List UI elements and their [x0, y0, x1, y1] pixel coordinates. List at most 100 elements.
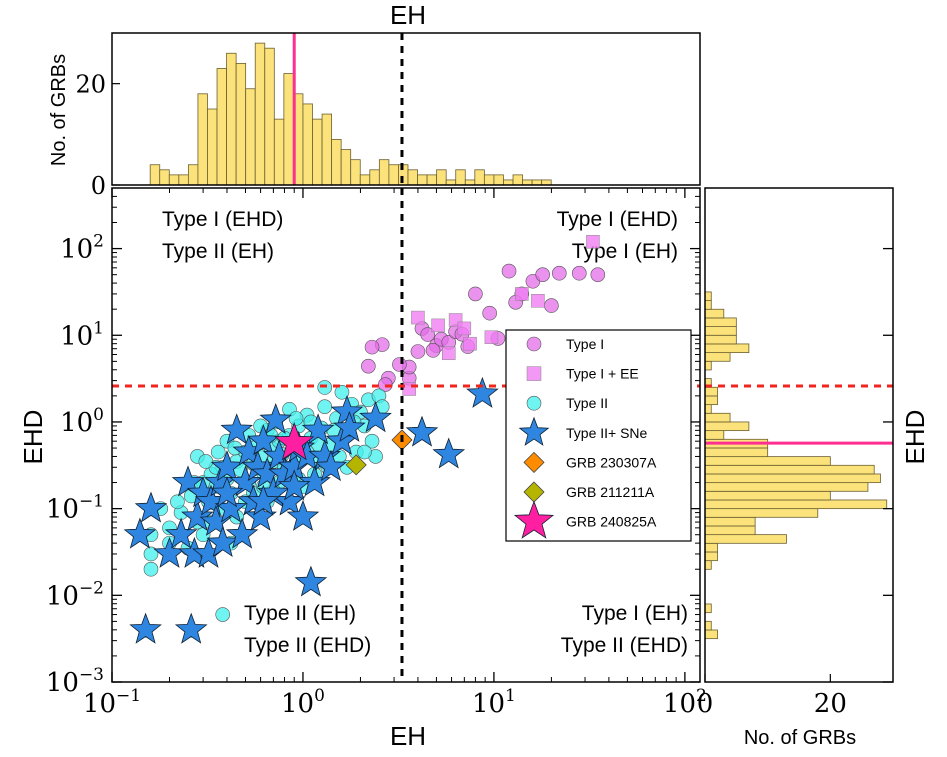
top-hist-bar: [264, 47, 275, 186]
series-grb-211211a: [345, 454, 367, 476]
data-point: [463, 336, 477, 351]
data-point: [143, 546, 159, 562]
top-hist-bar: [512, 174, 523, 186]
legend: Type I Type I + EE Type II Type II+ SNe GRB …: [505, 329, 692, 542]
data-point: [220, 413, 254, 445]
y-tick-label: 10−1: [46, 492, 104, 525]
top-hist-bar: [283, 73, 294, 186]
main-frame: [111, 187, 701, 683]
data-point: [544, 298, 559, 313]
top-hist-bar: [187, 164, 199, 186]
data-point: [482, 305, 497, 321]
data-point: [215, 607, 231, 622]
top-title: EH: [390, 0, 426, 30]
right-hist-bar: [704, 482, 869, 492]
right-hist-bar: [704, 395, 718, 406]
data-point: [134, 491, 168, 523]
x-tick-label: 100: [281, 686, 325, 719]
top-hist-bar: [436, 169, 447, 186]
data-point: [301, 413, 335, 445]
data-point: [225, 517, 259, 549]
legend-marker: [513, 500, 555, 539]
data-point: [288, 411, 304, 426]
data-point: [164, 517, 198, 549]
top-hist-frame: [111, 32, 701, 186]
data-point: [441, 346, 456, 361]
top-hist-bar: [168, 174, 180, 186]
top-hist-ytick-label: 20: [75, 71, 106, 99]
data-point: [210, 450, 244, 482]
data-point: [515, 287, 529, 301]
right-hist-bar: [704, 620, 712, 631]
right-hist-bar: [704, 534, 787, 544]
right-histogram: 0 20: [697, 187, 894, 719]
data-point: [171, 465, 205, 497]
series-grb-240825a: [274, 421, 315, 461]
top-hist-ytick-label: 0: [91, 172, 106, 200]
top-hist-bar: [226, 52, 237, 186]
data-point: [334, 384, 350, 400]
top-hist-bar: [302, 103, 313, 186]
y-tick-label: 10−3: [46, 665, 104, 698]
x-tick-label: 101: [472, 686, 516, 719]
data-point: [317, 399, 333, 414]
top-hist-bar: [350, 159, 361, 186]
top-hist-bar: [245, 88, 256, 186]
right-hist-bar: [704, 317, 737, 328]
data-point: [357, 444, 372, 460]
legend-marker: [526, 395, 542, 411]
y-tick-label: 102: [60, 232, 104, 265]
data-point: [432, 437, 466, 469]
top-hist-bar: [178, 174, 189, 186]
top-hist-bar: [321, 113, 333, 186]
right-hist-bar: [704, 551, 718, 562]
data-point: [586, 234, 600, 249]
data-point: [229, 465, 262, 497]
data-point: [531, 294, 545, 308]
data-point: [590, 267, 606, 282]
top-hist-bar: [235, 63, 247, 186]
quadrant-label-bl: Type II (EHD): [244, 634, 371, 657]
data-point: [572, 265, 587, 281]
x-tick-label: 10−1: [83, 686, 141, 719]
data-point: [274, 421, 315, 461]
right-hist-bar: [704, 352, 731, 362]
right-hist-bar: [704, 404, 712, 414]
legend-marker: [526, 366, 542, 381]
legend-item: Type I + EE: [526, 366, 639, 382]
data-point: [431, 318, 445, 333]
top-hist-bar: [522, 179, 533, 186]
y-tick-label: 101: [60, 318, 104, 351]
top-hist-bar: [340, 149, 352, 186]
legend-marker: [523, 451, 545, 473]
legend-marker: [518, 416, 550, 446]
right-y-axis-label: EHD: [900, 410, 930, 465]
quadrant-label-tl: Type I (EHD): [162, 208, 283, 231]
top-hist-bar: [493, 174, 504, 186]
right-hist-bar: [704, 464, 875, 475]
top-hist-bar: [445, 179, 457, 186]
y-axis-label: EHD: [18, 410, 48, 465]
right-hist-bar: [704, 560, 712, 570]
top-hist-bar: [407, 169, 418, 186]
top-hist-bar: [273, 118, 285, 186]
top-hist-ylabel: No. of GRBs: [48, 54, 70, 166]
right-hist-bar: [704, 386, 718, 397]
quadrant-label-br: Type II (EHD): [561, 634, 688, 657]
data-point: [392, 357, 407, 372]
right-hist-bar: [704, 326, 737, 336]
right-hist-bar: [704, 343, 750, 354]
data-point: [552, 265, 567, 281]
data-point: [457, 321, 472, 336]
data-point: [468, 286, 483, 302]
top-histogram: 0 20: [75, 32, 701, 200]
series-type-ii-sne: [123, 376, 499, 644]
right-hist-bar: [704, 291, 712, 301]
data-point: [420, 327, 435, 342]
legend-label: GRB 230307A: [566, 454, 657, 470]
data-point: [294, 565, 328, 597]
data-point: [411, 310, 425, 325]
data-point: [247, 424, 280, 456]
legend-label: Type I + EE: [566, 366, 639, 382]
top-hist-bar: [254, 42, 266, 186]
